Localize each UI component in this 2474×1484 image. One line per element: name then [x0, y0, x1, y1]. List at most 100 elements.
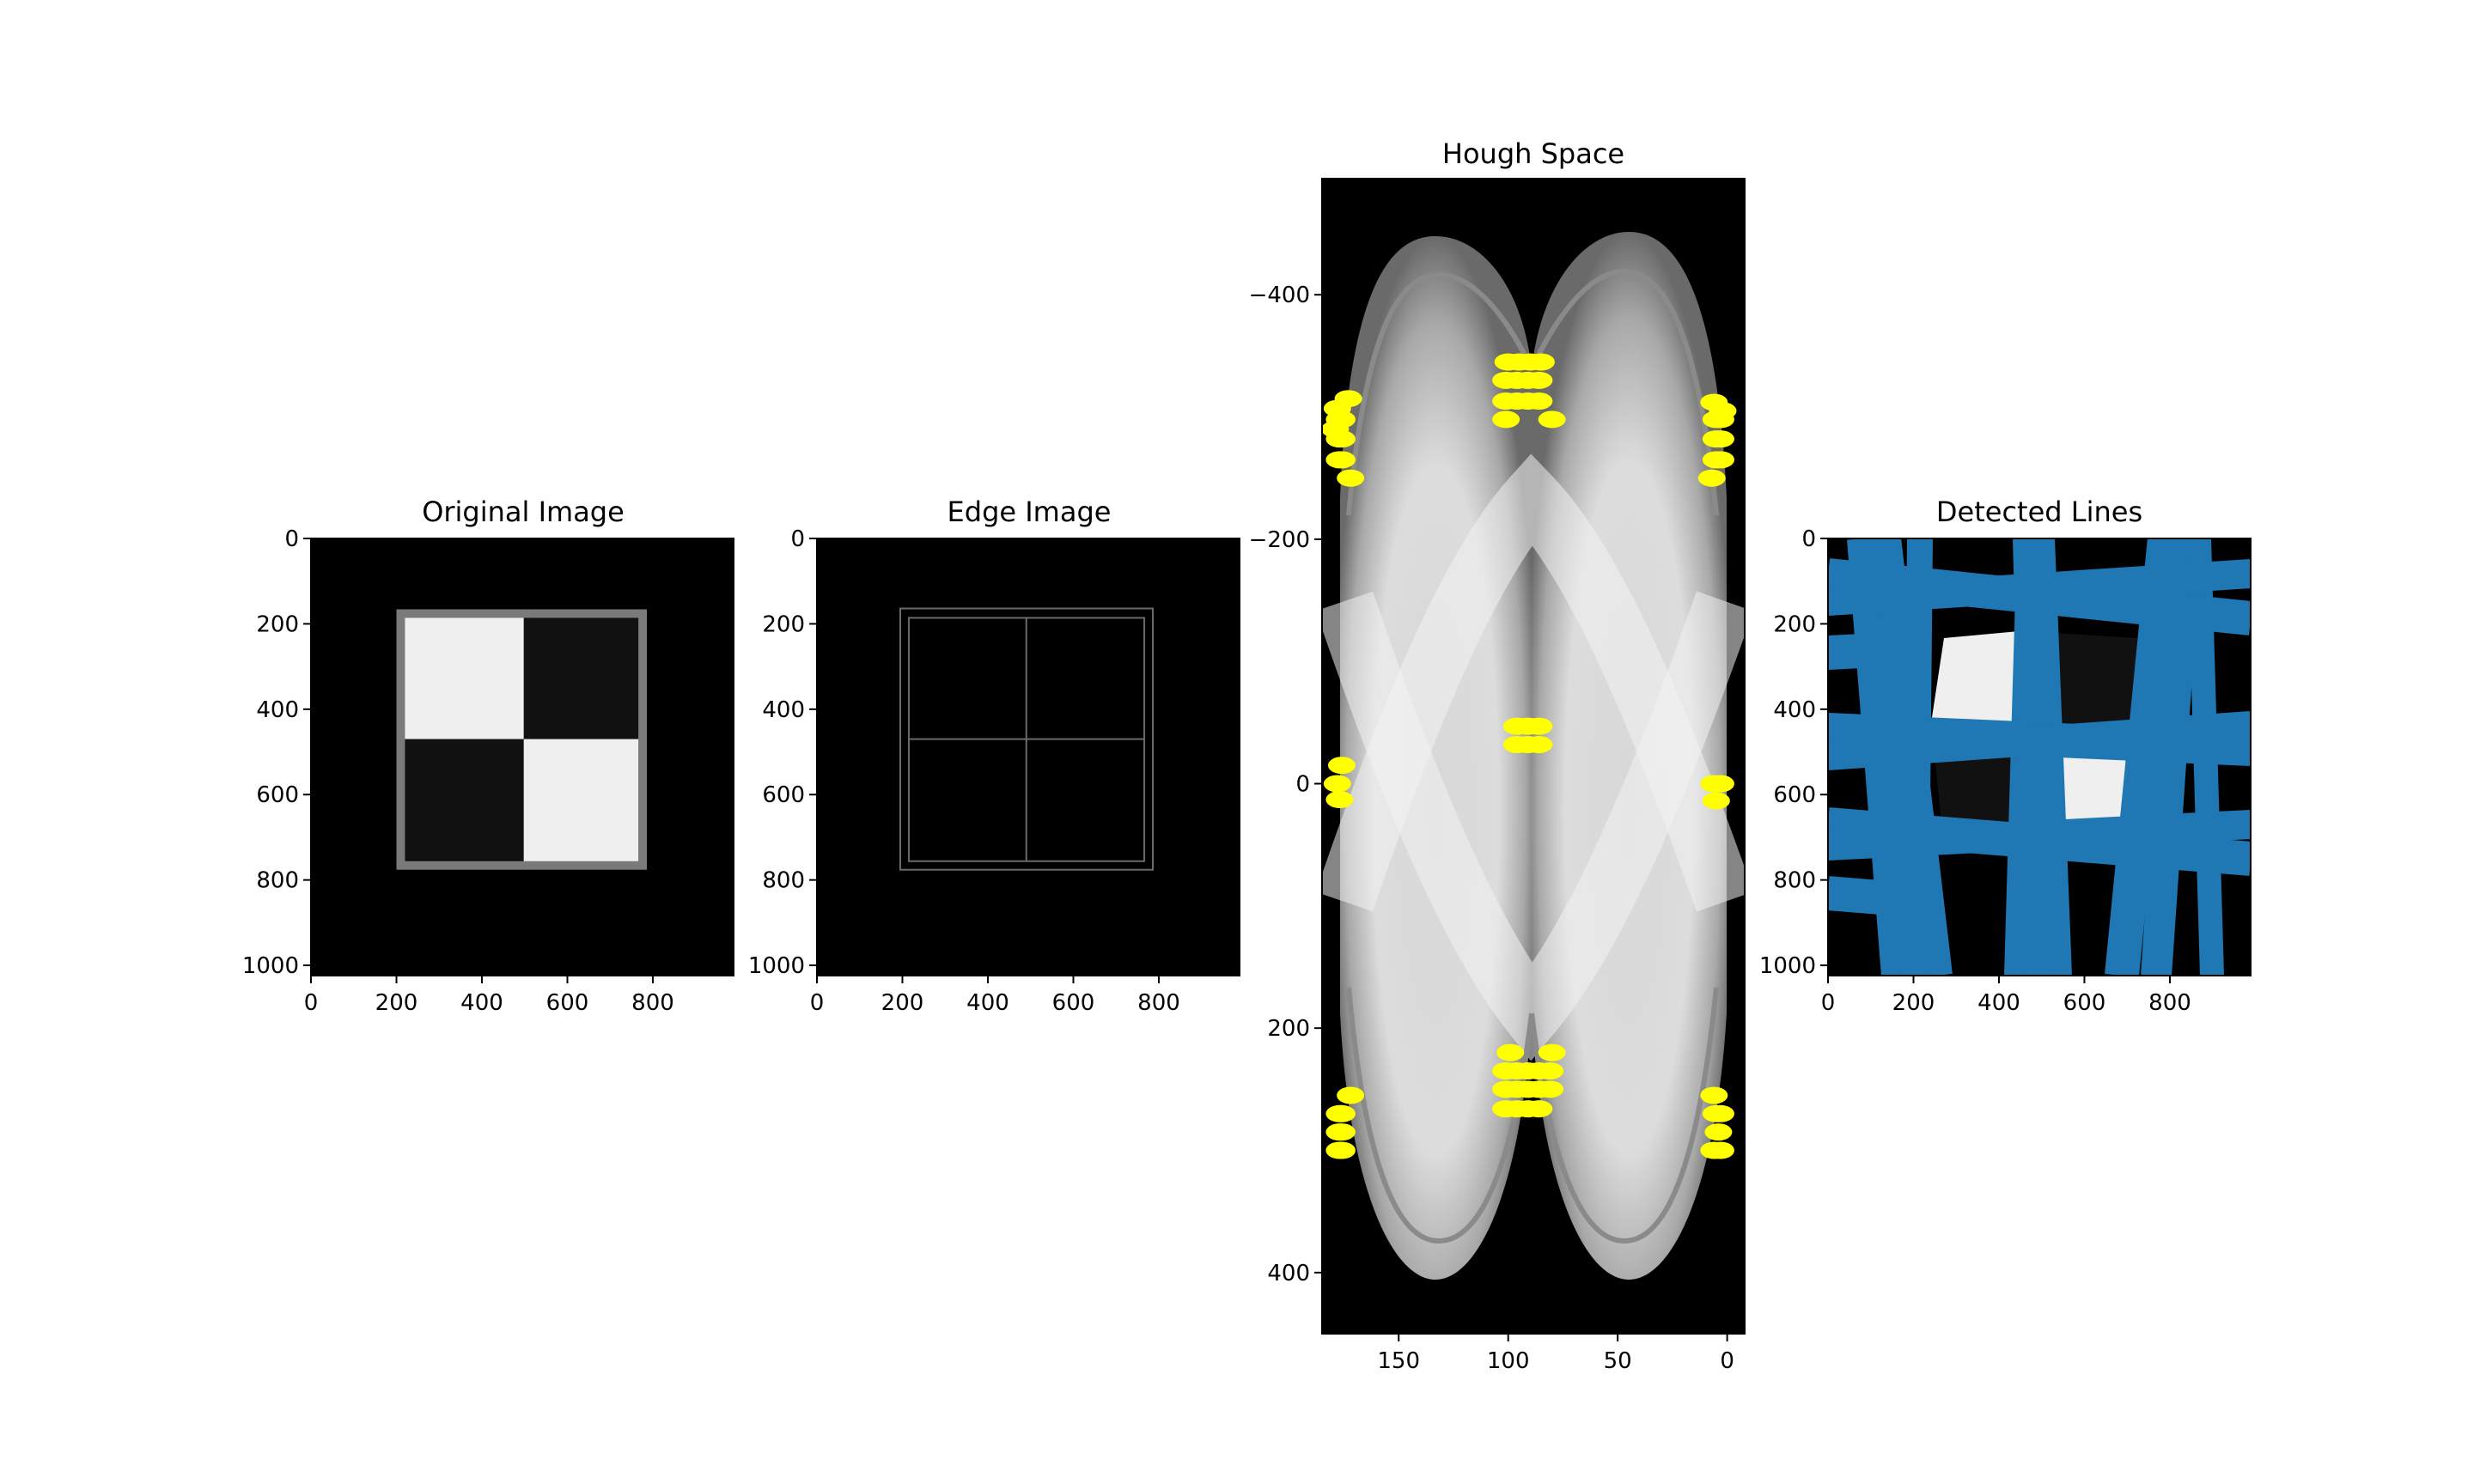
x-tick-label: 400 [966, 990, 1009, 1016]
y-tick-label: 400 [762, 697, 805, 723]
y-tick-label: 0 [790, 526, 805, 552]
hough-peak-point [1323, 775, 1351, 793]
x-tick-label: 0 [1821, 990, 1836, 1016]
y-tick-label: 200 [1773, 611, 1816, 637]
hough-peak-point [1327, 451, 1356, 469]
hough-peak-point [1538, 411, 1566, 429]
x-tick-label: 0 [1720, 1348, 1734, 1374]
hough-peak-point [1525, 717, 1553, 735]
detected-line [1828, 711, 2251, 770]
hough-peak-point [1536, 1080, 1564, 1098]
y-tick-label: 0 [1295, 772, 1310, 798]
y-tick-label: 0 [1801, 526, 1816, 552]
x-tick-label: 800 [2148, 990, 2191, 1016]
x-tick-label: 0 [810, 990, 825, 1016]
detected-line [1828, 876, 1913, 917]
x-tick-label: 400 [1977, 990, 2020, 1016]
hough-peak-point [1526, 353, 1555, 371]
hough-peak-point [1702, 792, 1730, 810]
detected-lines [1828, 538, 2251, 976]
hough-peaks [1322, 353, 1737, 1159]
y-tick-label: 1000 [242, 953, 299, 979]
hough-peak-point [1327, 757, 1356, 775]
y-tick-label: −400 [1249, 283, 1310, 308]
edge-image-background [817, 538, 1240, 976]
hough-peak-point [1492, 411, 1520, 429]
hough-peak-point [1525, 735, 1553, 753]
y-tick-label: 400 [1267, 1261, 1310, 1286]
edge-image-axes: 0 200 400 600 800 0 200 400 600 800 1000 [748, 526, 1240, 1016]
x-tick-label: 100 [1487, 1348, 1530, 1374]
original-image-title: Original Image [422, 496, 625, 528]
edge-outer-rect [899, 607, 1155, 871]
hough-space-axes: 150 100 50 0 −400 −200 0 200 400 [1249, 178, 1746, 1374]
hough-peak-point [1334, 390, 1362, 408]
detected-cell-top-left [1931, 631, 2026, 737]
hough-space-title: Hough Space [1442, 137, 1624, 170]
x-tick-label: 600 [1052, 990, 1095, 1016]
x-tick-label: 200 [881, 990, 924, 1016]
y-tick-label: 1000 [1759, 953, 1816, 979]
x-tick-label: 600 [2063, 990, 2106, 1016]
hough-peak-point [1706, 430, 1734, 448]
y-tick-label: 200 [762, 611, 805, 637]
y-tick-label: 0 [284, 526, 299, 552]
hough-peak-point [1327, 1104, 1356, 1122]
axes-frame [1321, 178, 1746, 1335]
hough-inner-ring-bottom-left [1346, 987, 1534, 1244]
checker-quadrant [523, 739, 639, 861]
y-tick-label: 200 [1267, 1016, 1310, 1042]
y-tick-label: 600 [1773, 782, 1816, 808]
hough-peak-point [1700, 1086, 1728, 1104]
x-tick-label: 400 [460, 990, 503, 1016]
y-tick-label: 800 [1773, 868, 1816, 894]
axes-frame [1827, 538, 2252, 976]
panel-edge-image: Edge Image 0 200 400 600 800 0 200 400 600 800 100… [748, 496, 1240, 1016]
x-tick-label: 200 [1892, 990, 1935, 1016]
detected-lines-title: Detected Lines [1936, 496, 2142, 528]
checker-quadrant [405, 739, 524, 861]
hough-lobe-right [1532, 232, 1727, 1280]
hough-peak-point [1327, 1141, 1356, 1159]
y-tick-label: −200 [1249, 527, 1310, 553]
hough-peak-point [1322, 420, 1350, 438]
detected-lines-plot [1828, 538, 2251, 976]
hough-space-plot [1322, 179, 1745, 1334]
hough-peak-point [1337, 1086, 1365, 1104]
x-tick-label: 200 [375, 990, 418, 1016]
axes-frame [816, 538, 1240, 976]
hough-inner-ring-bottom-right [1529, 987, 1719, 1244]
hough-inner-ring-left [1346, 271, 1534, 516]
checker-quadrant [405, 617, 524, 739]
detected-lines-axes: 0 200 400 600 800 0 200 400 600 800 1000 [1759, 526, 2252, 1016]
hough-peak-point [1525, 392, 1553, 411]
edge-image-plot [817, 538, 1240, 976]
checker-quadrant [523, 617, 639, 739]
y-tick-label: 400 [256, 697, 299, 723]
panel-original-image: Original Image 0 200 400 600 800 0 200 400 600 80… [242, 496, 734, 1016]
detected-cell-top-right [2053, 633, 2148, 739]
axes-frame [310, 538, 734, 976]
hough-peak-point [1697, 469, 1726, 487]
original-image-plot [311, 538, 734, 976]
x-tick-label: 0 [304, 990, 319, 1016]
x-tick-label: 50 [1604, 1348, 1632, 1374]
panel-detected-lines: Detected Lines 0 200 400 600 800 0 200 400 600 80… [1759, 496, 2252, 1016]
hough-peak-point [1536, 1061, 1564, 1080]
detected-line [1828, 559, 2251, 616]
y-tick-label: 200 [256, 611, 299, 637]
x-tick-label: 800 [1137, 990, 1180, 1016]
hough-peak-point [1706, 1104, 1734, 1122]
hough-peak-point [1525, 1100, 1553, 1118]
detected-line [1828, 810, 2251, 861]
y-tick-label: 800 [762, 868, 805, 894]
hough-peak-point [1700, 775, 1728, 793]
y-tick-label: 1000 [748, 953, 805, 979]
hough-sine-band-2 [1322, 453, 1745, 912]
hough-peak-point [1704, 1123, 1733, 1141]
hough-inner-ring-right [1529, 268, 1719, 516]
hough-peak-point [1337, 469, 1365, 487]
hough-peak-point [1706, 451, 1734, 469]
x-tick-label: 800 [631, 990, 674, 1016]
